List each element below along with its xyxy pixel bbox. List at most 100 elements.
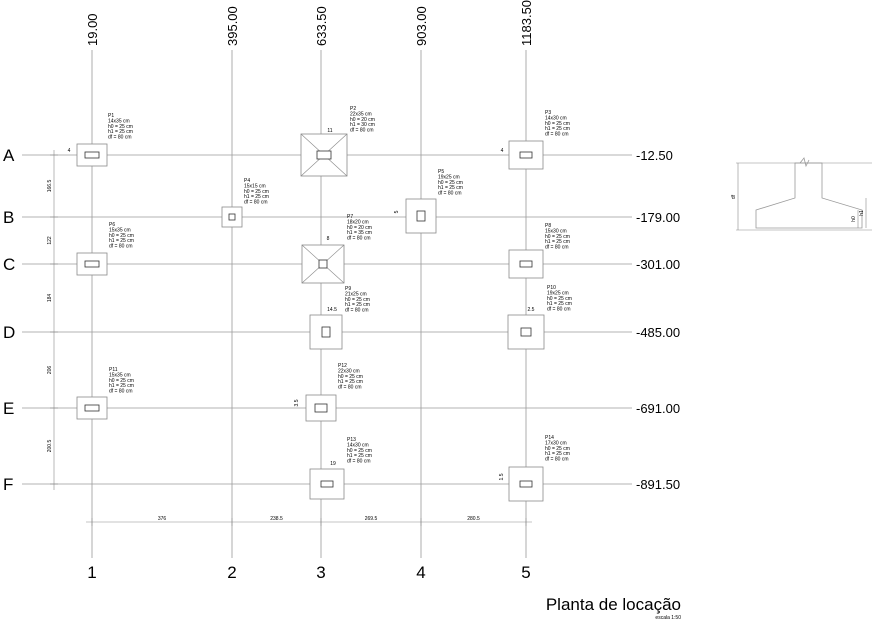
axis-label-2: 2 [227, 563, 236, 582]
footing-spec: df = 80 cm [347, 236, 370, 242]
axis-label-3: 3 [316, 563, 325, 582]
axis-coord-B: -179.00 [636, 210, 680, 225]
axis-coord-F: -891.50 [636, 477, 680, 492]
footing-spec: h1 = 25 cm [545, 239, 570, 245]
column-section [320, 480, 334, 488]
column-dimension-1: 376 [158, 516, 167, 522]
footing-spec: df = 80 cm [350, 128, 373, 134]
column-section [416, 210, 426, 222]
footing-spec: h1 = 30 cm [350, 122, 375, 128]
footing-offset: 14.5 [327, 307, 337, 313]
footing-spec: df = 80 cm [109, 244, 132, 250]
footing-spec: 17x30 cm [545, 440, 567, 446]
footing-id: P1 [108, 113, 114, 119]
footing-spec: h1 = 25 cm [545, 451, 570, 457]
footing-offset: 1.5 [499, 473, 505, 480]
column-section [519, 151, 533, 159]
column-section [321, 326, 331, 338]
footing-spec: 15x15 cm [244, 183, 266, 189]
footing-spec: 14x30 cm [347, 442, 369, 448]
footing-spec: df = 80 cm [345, 308, 368, 314]
footing-spec: 22x30 cm [338, 368, 360, 374]
axis-coord-A: -12.50 [636, 148, 673, 163]
footing-spec: h0 = 20 cm [347, 225, 372, 231]
footing-spec: h0 = 25 cm [545, 234, 570, 240]
footing-spec: h0 = 25 cm [338, 374, 363, 380]
axis-label-5: 5 [521, 563, 530, 582]
column-dimension-4: 280.5 [467, 516, 480, 522]
row-dimension-1: 166.5 [47, 180, 53, 193]
axis-label-F: F [3, 475, 13, 494]
footing-id: P6 [109, 222, 115, 228]
axis-coord-5: 1183.50 [519, 0, 534, 46]
row-dimension-4: 206 [47, 366, 53, 375]
column-section [314, 403, 328, 413]
footing-offset: 11 [327, 128, 332, 134]
footing-spec: h1 = 25 cm [347, 453, 372, 459]
dimension-lines: 166.5 122 184 206 200.5 376 238.5 269.5 280.5 [47, 150, 532, 526]
footing-spec: df = 80 cm [338, 385, 361, 391]
footing-id: P11 [109, 367, 118, 373]
footing-spec: h0 = 25 cm [547, 296, 572, 302]
footing-spec: h0 = 25 cm [244, 189, 269, 195]
footing-spec: 18x20 cm [347, 219, 369, 225]
column-dimension-2: 238.5 [270, 516, 283, 522]
column-section [520, 327, 532, 337]
footing-spec: h1 = 25 cm [338, 379, 363, 385]
detail-df-label: df [731, 194, 737, 199]
axis-label-A: A [3, 146, 15, 165]
footing-id: P8 [545, 223, 551, 229]
column-dimension-3: 269.5 [365, 516, 378, 522]
footing-spec: 19x25 cm [438, 174, 460, 180]
footing-spec: 22x35 cm [350, 111, 372, 117]
footing-offset: 3.5 [294, 399, 300, 406]
column-section [84, 404, 100, 412]
axis-label-4: 4 [416, 563, 425, 582]
footing-spec: h0 = 25 cm [347, 448, 372, 454]
footing-offset: 8 [327, 236, 330, 242]
footing-spec: h1 = 25 cm [108, 129, 133, 135]
column-section [84, 260, 100, 268]
footing-spec: h1 = 35 cm [347, 230, 372, 236]
footing-spec: h1 = 25 cm [244, 194, 269, 200]
axis-label-1: 1 [87, 563, 96, 582]
detail-outline [755, 162, 863, 229]
footing-spec: h0 = 25 cm [438, 180, 463, 186]
footing-spec: h0 = 25 cm [545, 121, 570, 127]
column-section [228, 213, 236, 221]
footing-offset: 4 [68, 148, 71, 154]
footing-id: P14 [545, 435, 554, 441]
footing-spec: df = 80 cm [108, 135, 131, 141]
axis-label-C: C [3, 255, 15, 274]
footing-spec: 19x25 cm [547, 290, 569, 296]
detail-h1-label: h1 [859, 210, 865, 216]
footing-section-detail: df h0 h1 [731, 157, 872, 231]
footing-spec: df = 80 cm [545, 132, 568, 138]
column-section [84, 151, 100, 159]
row-dimension-5: 200.5 [47, 440, 53, 453]
footing-offset: 4 [501, 148, 504, 154]
detail-h0-label: h0 [851, 216, 857, 222]
axis-label-E: E [3, 399, 14, 418]
footing-id: P4 [244, 178, 250, 184]
column-section [519, 480, 533, 488]
plan-scale: escala 1:50 [655, 615, 681, 621]
footing-spec: 21x25 cm [345, 291, 367, 297]
footing-spec: df = 80 cm [545, 457, 568, 463]
footing-id: P5 [438, 169, 444, 175]
footing-id: P13 [347, 437, 356, 443]
footing-id: P7 [347, 214, 353, 220]
axis-coord-3: 633.50 [314, 6, 329, 46]
footing-spec: h0 = 25 cm [109, 233, 134, 239]
axis-label-D: D [3, 323, 15, 342]
